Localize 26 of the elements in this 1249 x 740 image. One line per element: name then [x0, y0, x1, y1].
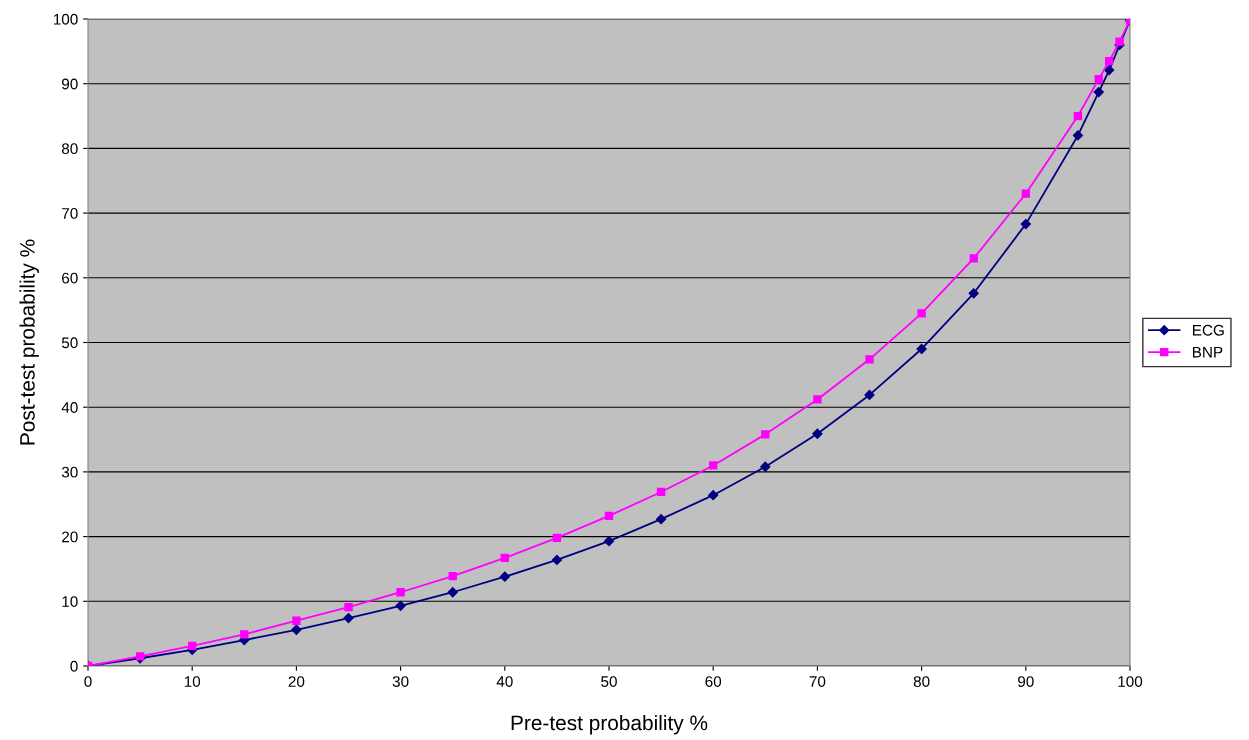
x-tick-label: 60 [705, 676, 722, 687]
y-tick-label: 70 [62, 207, 78, 219]
y-axis-title: Post-test probability % [19, 239, 39, 445]
y-tick-label: 90 [62, 78, 78, 90]
y-tick-label: 60 [62, 272, 78, 284]
y-tick-label: 50 [61, 337, 78, 349]
y-tick-label: 0 [70, 660, 78, 672]
legend-label: ECG [1192, 324, 1224, 336]
y-tick-label: 100 [53, 13, 78, 25]
y-tick-label: 80 [61, 143, 78, 155]
y-tick-label: 20 [62, 531, 78, 543]
x-tick-label: 10 [184, 676, 201, 687]
x-axis-title: Pre-test probability % [511, 714, 708, 735]
x-tick-label: 20 [288, 676, 305, 687]
x-tick-label: 90 [1018, 676, 1034, 687]
y-tick-label: 10 [62, 596, 78, 607]
legend-label: BNP [1192, 346, 1223, 358]
x-tick-label: 100 [1118, 676, 1143, 687]
y-tick-label: 30 [61, 466, 78, 478]
x-tick-label: 30 [392, 676, 409, 687]
y-tick-label: 40 [61, 402, 78, 413]
x-tick-label: 80 [913, 676, 930, 687]
x-tick-label: 70 [809, 676, 826, 687]
x-tick-label: 40 [496, 676, 513, 687]
x-tick-label: 0 [84, 676, 92, 687]
x-tick-label: 50 [601, 676, 617, 687]
